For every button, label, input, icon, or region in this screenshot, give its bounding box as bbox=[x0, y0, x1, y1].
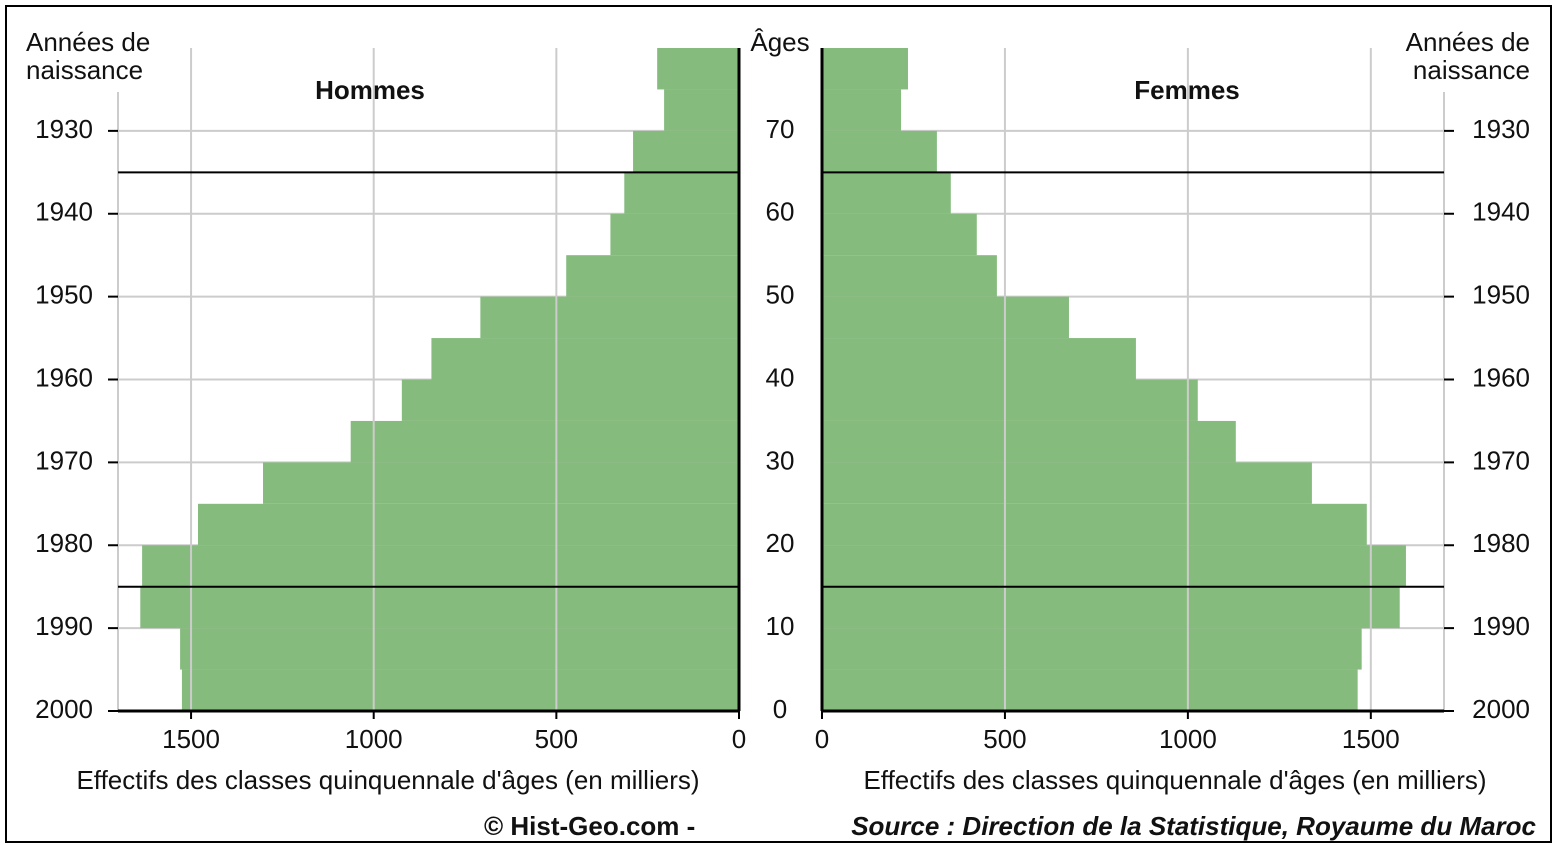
bar bbox=[822, 462, 1312, 504]
y2-tick-label: 1990 bbox=[1472, 611, 1530, 641]
y2-tick-label: 2000 bbox=[35, 694, 93, 724]
y-tick-label: 60 bbox=[766, 197, 795, 227]
y2-tick-label: 1970 bbox=[35, 445, 93, 475]
y2-tick-label: 1960 bbox=[35, 362, 93, 392]
bar bbox=[401, 379, 739, 421]
bar bbox=[822, 89, 902, 131]
bar bbox=[664, 89, 739, 131]
x-axis-label: Effectifs des classes quinquennale d'âge… bbox=[76, 765, 699, 795]
bar bbox=[822, 503, 1367, 546]
y2-tick-label: 1950 bbox=[35, 280, 93, 310]
frame bbox=[5, 5, 1552, 843]
bar bbox=[822, 296, 1069, 339]
x-tick-label: 1500 bbox=[1342, 724, 1400, 754]
y-tick-label: 0 bbox=[773, 694, 787, 724]
bar bbox=[822, 420, 1236, 463]
y-tick-label: 30 bbox=[766, 445, 795, 475]
panel-title: Hommes bbox=[315, 75, 425, 105]
y2-tick-label: 1960 bbox=[1472, 362, 1530, 392]
bar bbox=[822, 255, 997, 297]
bar bbox=[822, 379, 1198, 421]
y-tick-label: 20 bbox=[766, 528, 795, 558]
bar bbox=[431, 338, 739, 380]
y2-tick-label: 1980 bbox=[1472, 528, 1530, 558]
y2-tick-label: 1930 bbox=[35, 114, 93, 144]
y2-axis-label: Années de naissance bbox=[1406, 27, 1530, 85]
bar bbox=[610, 213, 739, 256]
bar bbox=[181, 669, 740, 711]
bar bbox=[822, 48, 908, 90]
source: Source : Direction de la Statistique, Ro… bbox=[851, 811, 1536, 841]
y2-tick-label: 2000 bbox=[1472, 694, 1530, 724]
bar bbox=[197, 503, 740, 546]
y2-tick-label: 1990 bbox=[35, 611, 93, 641]
y-tick-label: 10 bbox=[766, 611, 795, 641]
bar bbox=[566, 255, 739, 297]
bar bbox=[480, 296, 739, 339]
y2-axis-label: Années de naissance bbox=[26, 27, 150, 85]
bar bbox=[822, 130, 937, 173]
y2-tick-label: 1950 bbox=[1472, 280, 1530, 310]
bar bbox=[822, 213, 977, 256]
bar bbox=[822, 338, 1136, 380]
x-tick-label: 0 bbox=[732, 724, 746, 754]
bar bbox=[180, 628, 740, 670]
bar bbox=[822, 628, 1362, 670]
x-tick-label: 500 bbox=[535, 724, 578, 754]
x-tick-label: 500 bbox=[983, 724, 1026, 754]
x-tick-label: 0 bbox=[815, 724, 829, 754]
bar bbox=[624, 172, 739, 214]
y2-tick-label: 1930 bbox=[1472, 114, 1530, 144]
bar bbox=[822, 586, 1400, 629]
bar bbox=[140, 586, 739, 629]
bar bbox=[142, 545, 740, 587]
x-tick-label: 1000 bbox=[1159, 724, 1217, 754]
bar bbox=[822, 172, 951, 214]
y-tick-label: 40 bbox=[766, 362, 795, 392]
y2-tick-label: 1980 bbox=[35, 528, 93, 558]
y-tick-label: 70 bbox=[766, 114, 795, 144]
x-tick-label: 1500 bbox=[162, 724, 220, 754]
bar bbox=[657, 48, 739, 90]
bar bbox=[822, 669, 1358, 711]
source-prefix: © Hist-Geo.com - bbox=[484, 811, 695, 841]
bar bbox=[822, 545, 1406, 587]
bar bbox=[350, 420, 739, 463]
bar bbox=[263, 462, 739, 504]
y-tick-label: 50 bbox=[766, 280, 795, 310]
y2-tick-label: 1940 bbox=[1472, 197, 1530, 227]
x-tick-label: 1000 bbox=[345, 724, 403, 754]
x-axis-label: Effectifs des classes quinquennale d'âge… bbox=[863, 765, 1486, 795]
y-axis-label: Âges bbox=[750, 27, 809, 57]
y2-tick-label: 1940 bbox=[35, 197, 93, 227]
y2-tick-label: 1970 bbox=[1472, 445, 1530, 475]
bar bbox=[633, 130, 739, 173]
